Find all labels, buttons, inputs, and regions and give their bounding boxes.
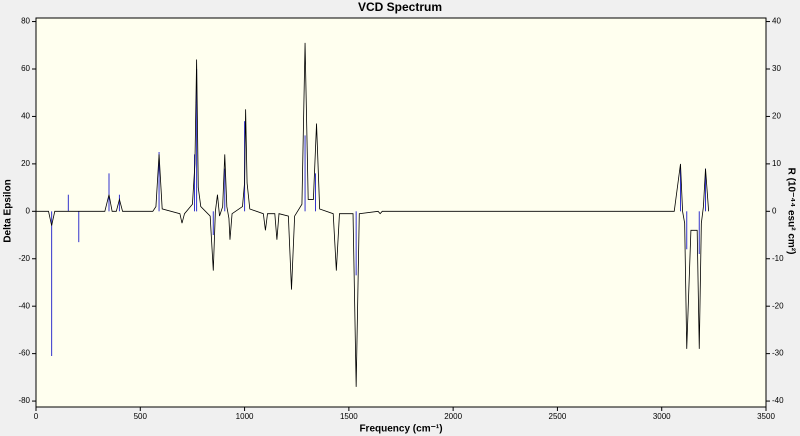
x-tick-label: 1500 [340, 412, 358, 421]
y-tick-label: -80 [18, 396, 30, 405]
y-tick-label: 40 [21, 112, 30, 121]
x-tick-label: 3000 [653, 412, 671, 421]
chart-title: VCD Spectrum [358, 0, 442, 14]
y-tick-label: -20 [18, 254, 30, 263]
y2-tick-label: 10 [772, 159, 781, 168]
plot-area [35, 17, 767, 408]
x-tick-label: 3500 [757, 412, 775, 421]
y-tick-label: 80 [21, 17, 30, 26]
y2-tick-label: -10 [772, 254, 784, 263]
y2-tick-label: 20 [772, 112, 781, 121]
y-tick-label: 0 [26, 206, 31, 215]
y2-tick-label: 40 [772, 17, 781, 26]
x-axis-label: Frequency (cm⁻¹) [359, 424, 442, 435]
y2-tick-label: -20 [772, 301, 784, 310]
x-tick-label: 2500 [549, 412, 567, 421]
y2-tick-label: -30 [772, 349, 784, 358]
y-tick-label: -60 [18, 349, 30, 358]
y2-tick-label: -40 [772, 396, 784, 405]
x-tick-label: 500 [134, 412, 148, 421]
x-tick-label: 0 [34, 412, 39, 421]
y-tick-label: -40 [18, 301, 30, 310]
x-tick-label: 2000 [444, 412, 462, 421]
spectrum-line [36, 42, 710, 387]
y-tick-label: 60 [21, 64, 30, 73]
x-tick-label: 1000 [236, 412, 254, 421]
y2-axis-label: R (10⁻⁴⁴ esu² cm²) [785, 168, 796, 255]
y-axis-label: Delta Epsilon [3, 179, 14, 242]
y-tick-label: 20 [21, 159, 30, 168]
y2-tick-label: 30 [772, 64, 781, 73]
y2-tick-label: 0 [772, 206, 777, 215]
